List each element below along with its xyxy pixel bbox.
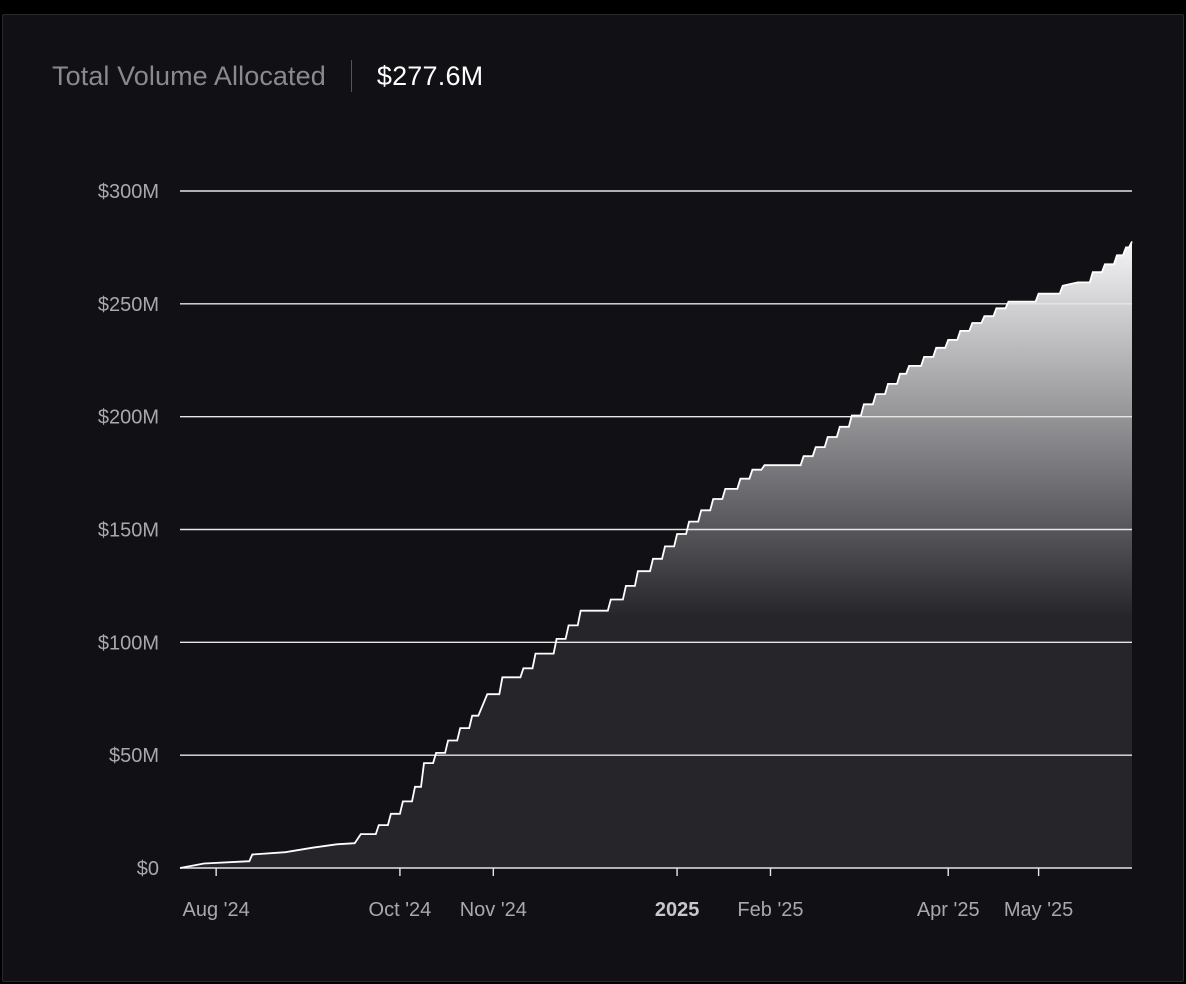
x-tick-label: May '25: [1004, 899, 1073, 921]
line-layer: [179, 241, 1133, 869]
grid-layer: [180, 190, 1132, 869]
area-layer: [180, 241, 1132, 868]
chart-header: Total Volume Allocated $277.6M: [52, 56, 483, 96]
y-tick-label: $200M: [98, 407, 159, 429]
x-tick-label: Nov '24: [460, 899, 527, 921]
y-tick-label: $50M: [109, 745, 159, 767]
x-axis: Aug '24 Oct '24 Nov '24 2025 Feb '25 Apr '25 M…: [183, 868, 1073, 921]
y-tick-label: $0: [137, 858, 159, 880]
header-label: Total Volume Allocated: [52, 60, 326, 91]
x-tick-label: Aug '24: [183, 899, 250, 921]
y-tick-label: $150M: [98, 520, 159, 542]
total-volume-value: $277.6M: [376, 60, 484, 91]
y-axis: $0 $50M $100M $150M $200M $250M $300M: [98, 181, 159, 880]
x-tick-label: Feb '25: [737, 899, 803, 921]
series-line: [179, 241, 1133, 869]
header-divider: [350, 60, 352, 92]
x-tick-label: Apr '25: [917, 899, 980, 921]
series-area: [180, 241, 1132, 868]
y-tick-label: $250M: [98, 294, 159, 316]
y-tick-label: $300M: [98, 181, 159, 203]
y-tick-label: $100M: [98, 632, 159, 654]
x-tick-label: Oct '24: [369, 899, 432, 921]
x-tick-label: 2025: [655, 899, 700, 921]
